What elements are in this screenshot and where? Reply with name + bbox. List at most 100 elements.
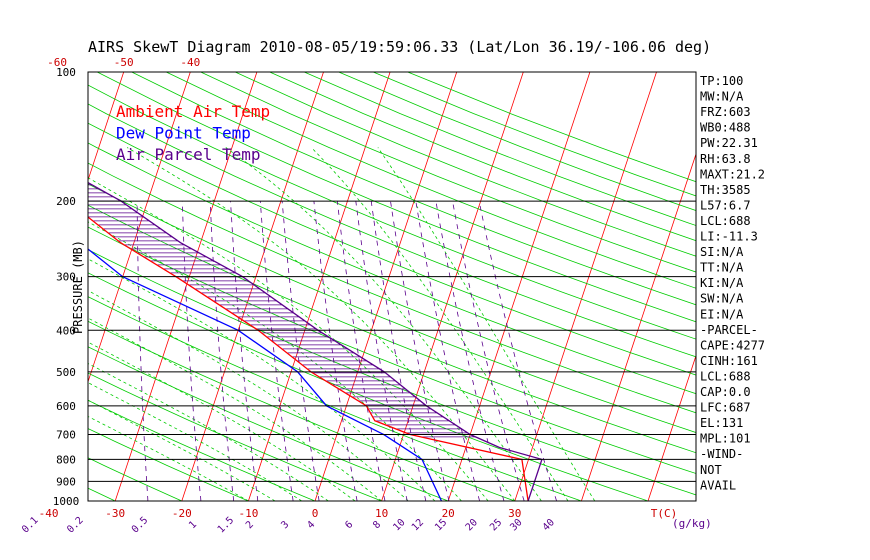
stat-line: MAXT:21.2 [700,167,765,181]
isotherm-line [381,72,524,501]
series-line [88,216,529,501]
isotherm-line [248,72,391,501]
bottom-temp-tick-label: -10 [238,507,258,520]
legend: Ambient Air Temp Dew Point Temp Air Parcel… [116,102,270,164]
isotherm-line [514,72,657,501]
bottom-temp-tick-label: -30 [105,507,125,520]
mixing-ratio-line [209,201,235,501]
moist-adiabat-line [311,147,569,501]
pressure-tick-label: 900 [56,475,76,488]
dry-adiabat-line [88,183,696,433]
top-temp-tick-label: -40 [180,56,200,69]
top-temp-tick-label: -60 [47,56,67,69]
pressure-tick-label: 300 [56,271,76,284]
mixing-ratio-tick-label: 0.1 [20,515,41,536]
stat-line: MPL:101 [700,432,751,446]
mixing-ratio-tick-label: 12 [410,517,426,533]
mixing-ratio-tick-label: 2 [244,519,256,531]
axis-labels: PRESSURE (MB) -50 -40 -30 -20 -10 0 10 20 30 T(C) -… [0,56,712,536]
isotherm-line [447,72,591,501]
dry-adiabat-line [88,372,383,501]
dry-adiabat-line [88,487,117,501]
mixing-ratio-tick-label: 20 [464,517,480,533]
mixing-ratio-line [435,201,505,501]
dry-adiabat-line [88,142,696,395]
mixing-ratio-line [38,201,43,501]
dry-adiabat-line [88,399,317,501]
chart-title: AIRS SkewT Diagram 2010-08-05/19:59:06.3… [88,38,711,56]
pressure-tick-label: 700 [56,429,76,442]
mixing-ratio-line [136,201,149,501]
mixing-ratio-tick-label: 25 [488,517,504,533]
stat-line: PW:22.31 [700,136,758,150]
dry-adiabat-line [304,72,696,226]
stat-line: LFC:687 [700,401,751,415]
isotherm-line [647,354,696,501]
profile-lines [88,181,543,501]
mixing-ratio-tick-label: 0.2 [65,515,86,536]
series-line [88,181,543,501]
top-temp-tick-label: -50 [114,56,134,69]
moist-adiabat-line [377,147,596,501]
dry-adiabat-line [88,346,450,501]
stat-line: TP:100 [700,74,743,88]
stat-line: CAP:0.0 [700,385,751,399]
pressure-tick-label: 500 [56,366,76,379]
isotherm-line [0,72,57,501]
stat-line: L57:6.7 [700,198,751,212]
bottom-temp-tick-label: -40 [39,507,59,520]
dry-adiabat-line [166,72,696,289]
stat-line: RH:63.8 [700,152,751,166]
dry-adiabat-line [88,162,696,414]
mixing-ratio-axis-label: (g/kg) [672,517,712,530]
stat-line: LI:-11.3 [700,230,758,244]
mixing-ratio-tick-label: 6 [343,519,355,531]
stat-line: LCL:688 [700,214,751,228]
dry-adiabat-line [88,249,696,496]
moist-adiabat-line [126,147,516,501]
mixing-ratio-tick-label: 8 [371,519,383,531]
dry-adiabat-line [88,457,183,501]
dry-adiabat-line [88,122,696,376]
dry-adiabat-line [338,72,696,211]
moist-adiabat-line [88,341,356,501]
stat-line: WB0:488 [700,121,751,135]
isotherm-line [581,152,696,501]
bottom-temp-tick-label: 30 [508,507,521,520]
dry-adiabat-line [235,72,696,257]
dry-adiabat-line [407,72,696,183]
legend-entry: Dew Point Temp [116,124,251,143]
stat-line: FRZ:603 [700,105,751,119]
dry-adiabat-line [88,84,696,340]
isotherm-line [88,72,125,182]
isotherm-line [114,72,258,501]
stat-line: TT:N/A [700,261,744,275]
legend-entry: Air Parcel Temp [116,145,261,164]
series-line [88,248,443,501]
stat-line: SW:N/A [700,292,744,306]
stat-line: TH:3585 [700,183,751,197]
bottom-temp-tick-label: 0 [312,507,319,520]
moist-adiabat-line [88,415,249,501]
mixing-ratio-tick-label: 4 [305,519,317,531]
moist-adiabat-line [88,362,329,501]
dry-adiabat-line [269,72,696,242]
stat-line: CINH:161 [700,354,758,368]
pressure-tick-label: 600 [56,400,76,413]
bottom-temp-tick-label: 10 [375,507,388,520]
pressure-tick-label: 100 [56,66,76,79]
dry-adiabat-line [0,72,67,510]
stat-line: NOT [700,463,722,477]
stat-line: EI:N/A [700,307,744,321]
isotherm-line [314,72,458,501]
y-axis-label: PRESSURE (MB) [71,240,85,334]
plot-frame [87,71,697,502]
bottom-temp-tick-label: 20 [442,507,455,520]
pressure-tick-label: 1000 [53,495,80,508]
stat-line: CAPE:4277 [700,338,765,352]
mixing-ratio-tick-label: 0.5 [130,515,151,536]
dry-adiabat-line [88,103,696,358]
stat-line: SI:N/A [700,245,744,259]
